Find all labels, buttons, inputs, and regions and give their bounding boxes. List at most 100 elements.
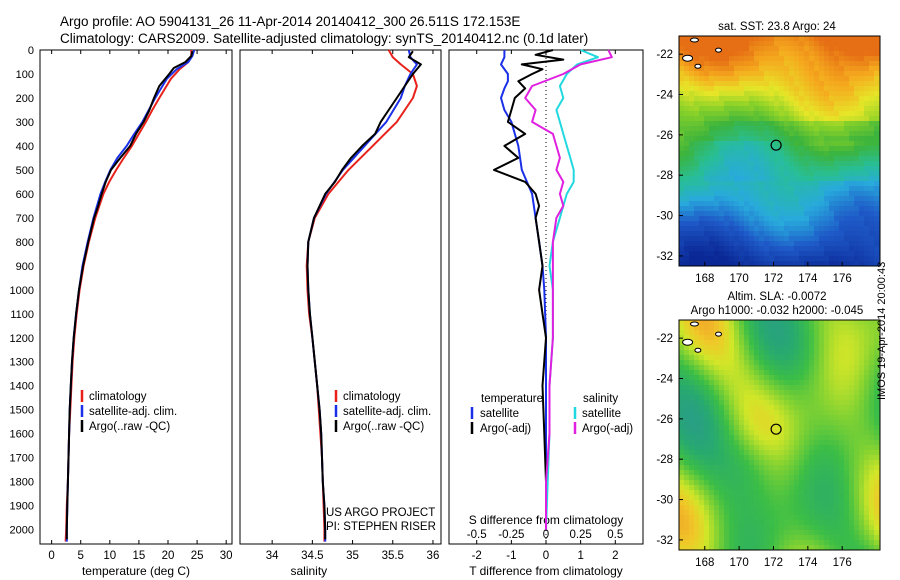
map-cell bbox=[734, 51, 739, 56]
map-cell bbox=[744, 36, 749, 41]
map-cell bbox=[814, 420, 819, 425]
map-cell bbox=[859, 415, 864, 420]
map-cell bbox=[724, 535, 729, 540]
map-cell bbox=[859, 435, 864, 440]
map-cell bbox=[794, 191, 799, 196]
map-cell bbox=[679, 535, 684, 540]
map-cell bbox=[709, 141, 714, 146]
map-cell bbox=[724, 256, 729, 261]
map-cell bbox=[739, 196, 744, 201]
map-cell bbox=[814, 196, 819, 201]
map-cell bbox=[724, 196, 729, 201]
map-cell bbox=[849, 41, 854, 46]
map-cell bbox=[759, 465, 764, 470]
map-cell bbox=[814, 256, 819, 261]
y-tick-label: 500 bbox=[16, 165, 34, 177]
map-cell bbox=[839, 535, 844, 540]
map-cell bbox=[764, 176, 769, 181]
map-cell bbox=[684, 146, 689, 151]
map-cell bbox=[834, 166, 839, 171]
map-cell bbox=[689, 96, 694, 101]
map-cell bbox=[689, 525, 694, 530]
map-cell bbox=[689, 126, 694, 131]
map-cell bbox=[684, 460, 689, 465]
map-cell bbox=[699, 66, 704, 71]
map-cell bbox=[854, 136, 859, 141]
map-cell bbox=[719, 86, 724, 91]
map-cell bbox=[849, 246, 854, 251]
map-cell bbox=[869, 500, 874, 505]
map-cell bbox=[849, 445, 854, 450]
map-cell bbox=[794, 425, 799, 430]
map-cell bbox=[854, 410, 859, 415]
map-cell bbox=[804, 96, 809, 101]
map-cell bbox=[849, 335, 854, 340]
map-cell bbox=[754, 161, 759, 166]
map-cell bbox=[844, 196, 849, 201]
map-cell bbox=[834, 520, 839, 525]
map-cell bbox=[679, 515, 684, 520]
map-cell bbox=[729, 345, 734, 350]
map-cell bbox=[764, 380, 769, 385]
map-cell bbox=[789, 520, 794, 525]
map-cell bbox=[829, 221, 834, 226]
map-cell bbox=[864, 345, 869, 350]
map-cell bbox=[679, 226, 684, 231]
map-cell bbox=[814, 201, 819, 206]
map-cell bbox=[874, 345, 879, 350]
map-cell bbox=[739, 360, 744, 365]
map-cell bbox=[859, 201, 864, 206]
map-cell bbox=[854, 96, 859, 101]
map-cell bbox=[794, 450, 799, 455]
map-cell bbox=[874, 435, 879, 440]
map-cell bbox=[864, 106, 869, 111]
map-cell bbox=[694, 241, 699, 246]
map-cell bbox=[829, 460, 834, 465]
map-cell bbox=[829, 261, 834, 266]
map-cell bbox=[804, 146, 809, 151]
map-cell bbox=[794, 171, 799, 176]
map-cell bbox=[869, 46, 874, 51]
map-cell bbox=[694, 186, 699, 191]
map-cell bbox=[709, 490, 714, 495]
map-cell bbox=[854, 395, 859, 400]
map-cell bbox=[789, 61, 794, 66]
map-cell bbox=[759, 251, 764, 256]
map-cell bbox=[749, 470, 754, 475]
map-cell bbox=[754, 131, 759, 136]
map-cell bbox=[734, 390, 739, 395]
map-cell bbox=[814, 216, 819, 221]
map-cell bbox=[719, 231, 724, 236]
map-cell bbox=[739, 475, 744, 480]
map-cell bbox=[714, 166, 719, 171]
map-cell bbox=[849, 231, 854, 236]
map-cell bbox=[744, 81, 749, 86]
map-cell bbox=[704, 365, 709, 370]
map-cell bbox=[854, 171, 859, 176]
map-cell bbox=[854, 201, 859, 206]
map-cell bbox=[784, 325, 789, 330]
map-cell bbox=[689, 71, 694, 76]
map-cell bbox=[799, 91, 804, 96]
series-line-argo---raw--qc- bbox=[306, 50, 422, 540]
map-cell bbox=[814, 425, 819, 430]
map-cell bbox=[859, 320, 864, 325]
map-cell bbox=[754, 256, 759, 261]
map-cell bbox=[724, 395, 729, 400]
map-cell bbox=[764, 216, 769, 221]
map-y-tick-label: -24 bbox=[656, 90, 673, 102]
argo-position-marker bbox=[770, 139, 782, 151]
map-cell bbox=[829, 425, 834, 430]
map-cell bbox=[779, 136, 784, 141]
map-cell bbox=[854, 176, 859, 181]
map-cell bbox=[859, 335, 864, 340]
map-cell bbox=[754, 211, 759, 216]
map-cell bbox=[684, 500, 689, 505]
map-cell bbox=[704, 525, 709, 530]
map-cell bbox=[829, 420, 834, 425]
map-cell bbox=[809, 365, 814, 370]
map-cell bbox=[799, 111, 804, 116]
map-cell bbox=[864, 46, 869, 51]
map-cell bbox=[844, 241, 849, 246]
map-cell bbox=[869, 121, 874, 126]
